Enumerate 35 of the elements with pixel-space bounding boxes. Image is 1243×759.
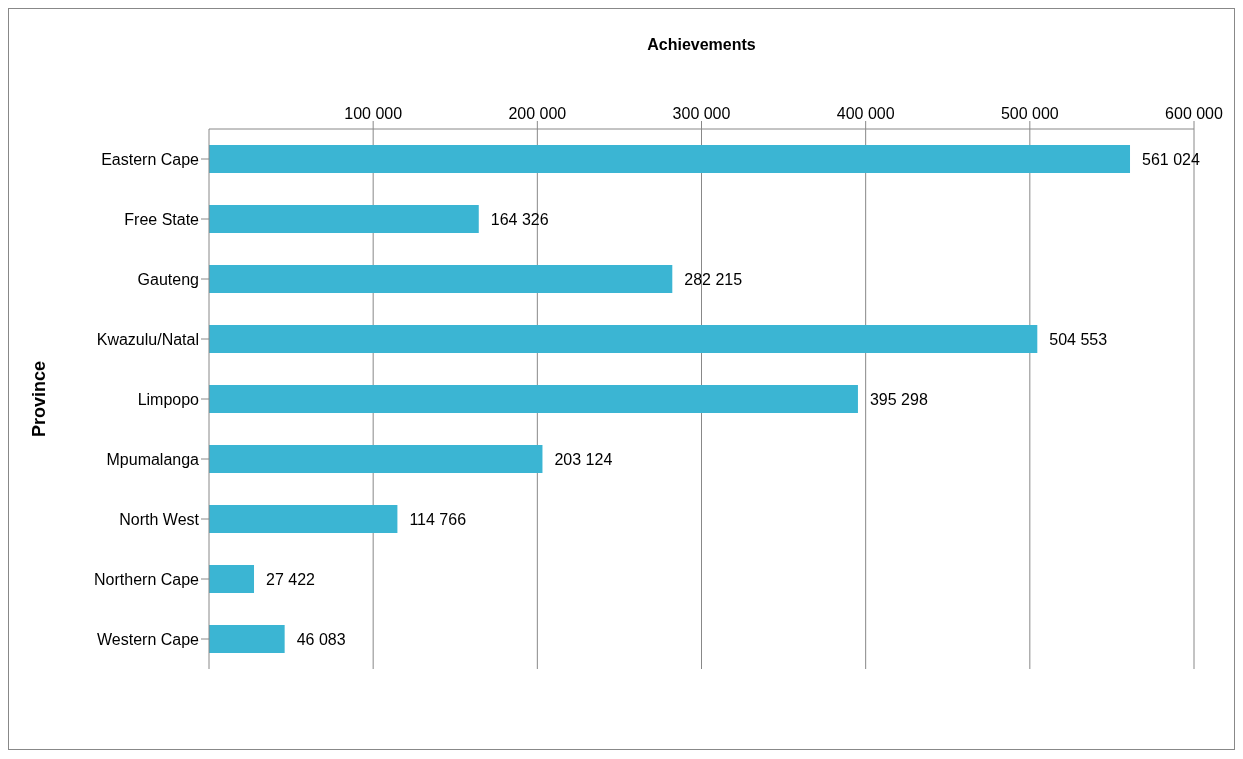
bar [209,205,479,233]
y-tick-label: Western Cape [97,630,200,648]
x-axis-title: Achievements [647,36,756,54]
bar [209,145,1131,173]
x-tick-label: 300 000 [672,105,731,122]
data-label: 395 298 [869,390,928,408]
data-label: 504 553 [1049,330,1108,348]
bar [209,325,1038,353]
x-tick-label: 100 000 [344,105,403,122]
y-tick-label: Eastern Cape [101,150,200,168]
x-tick-label: 400 000 [836,105,895,122]
data-label: 282 215 [684,270,743,288]
y-tick-label: Gauteng [137,270,199,288]
data-label: 27 422 [266,570,316,588]
y-tick-label: Northern Cape [94,570,200,588]
y-tick-label: Kwazulu/Natal [96,330,199,348]
y-tick-label: Limpopo [137,390,200,408]
y-axis-title: Province [29,360,50,438]
x-tick-label: 500 000 [1000,105,1059,122]
data-label: 561 024 [1142,150,1200,168]
y-tick-label: Mpumalanga [106,450,200,468]
bar [209,565,255,593]
y-tick-label: Free State [124,210,200,228]
data-label: 164 326 [490,210,549,228]
bar [209,385,858,413]
y-tick-label: North West [119,510,200,528]
x-tick-label: 600 000 [1165,105,1224,122]
bar [209,505,398,533]
x-tick-label: 200 000 [508,105,567,122]
bar [209,625,285,653]
data-label: 203 124 [554,450,613,468]
data-label: 46 083 [296,630,346,648]
bar [209,445,543,473]
data-label: 114 766 [409,510,467,528]
bar [209,265,673,293]
